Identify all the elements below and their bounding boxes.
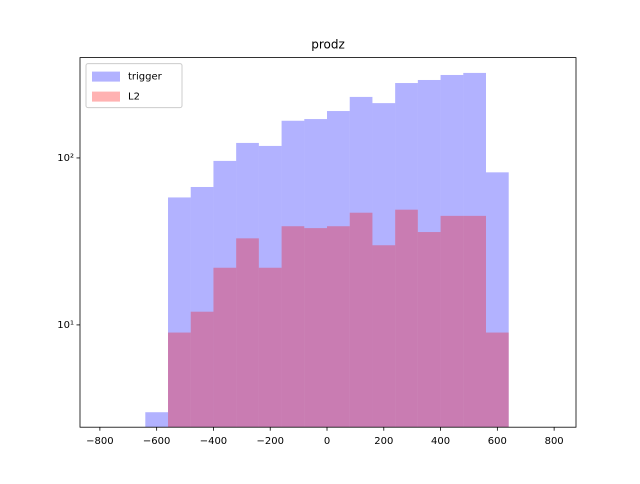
legend-swatch [92, 71, 120, 82]
bar [349, 212, 373, 428]
bar [440, 74, 464, 428]
bar [304, 228, 328, 428]
x-tick-label: 600 [488, 436, 507, 447]
bar [463, 215, 486, 428]
legend-label: trigger [128, 72, 163, 83]
bar [417, 232, 441, 428]
bar [236, 142, 259, 428]
bar [168, 197, 191, 428]
bar [485, 172, 509, 428]
bar [168, 332, 191, 428]
bar [213, 267, 237, 428]
x-tick-label: 0 [324, 436, 330, 447]
bar [304, 119, 328, 428]
bar [372, 245, 396, 428]
y-tick-label: 10¹ [57, 320, 74, 331]
bar [281, 120, 305, 428]
bar [213, 160, 237, 428]
bar [372, 103, 396, 428]
x-tick-label: 200 [374, 436, 393, 447]
x-tick-label: −600 [143, 436, 170, 447]
legend-box [85, 63, 183, 109]
bar [349, 96, 373, 428]
chart-title: prodz [311, 38, 345, 52]
x-tick-label: −400 [200, 436, 227, 447]
x-tick-label: −800 [86, 436, 113, 447]
bar [327, 226, 350, 428]
bar [417, 79, 441, 428]
bar [258, 267, 282, 428]
bar [395, 209, 418, 428]
bar [258, 145, 282, 428]
x-tick-label: −200 [256, 436, 283, 447]
bar [236, 238, 259, 428]
bar [440, 215, 464, 428]
bar [190, 186, 214, 428]
x-tick-label: 400 [431, 436, 450, 447]
x-tick-label: 800 [545, 436, 564, 447]
legend-swatch [92, 91, 120, 102]
y-tick-label: 10² [57, 153, 74, 164]
legend-label: L2 [128, 92, 140, 103]
bar [190, 311, 214, 428]
bar [327, 111, 350, 428]
bar [463, 72, 486, 428]
bar [485, 332, 509, 428]
bar [145, 412, 169, 428]
bar [281, 226, 305, 428]
bar [395, 83, 418, 428]
plot-frame [79, 57, 577, 428]
